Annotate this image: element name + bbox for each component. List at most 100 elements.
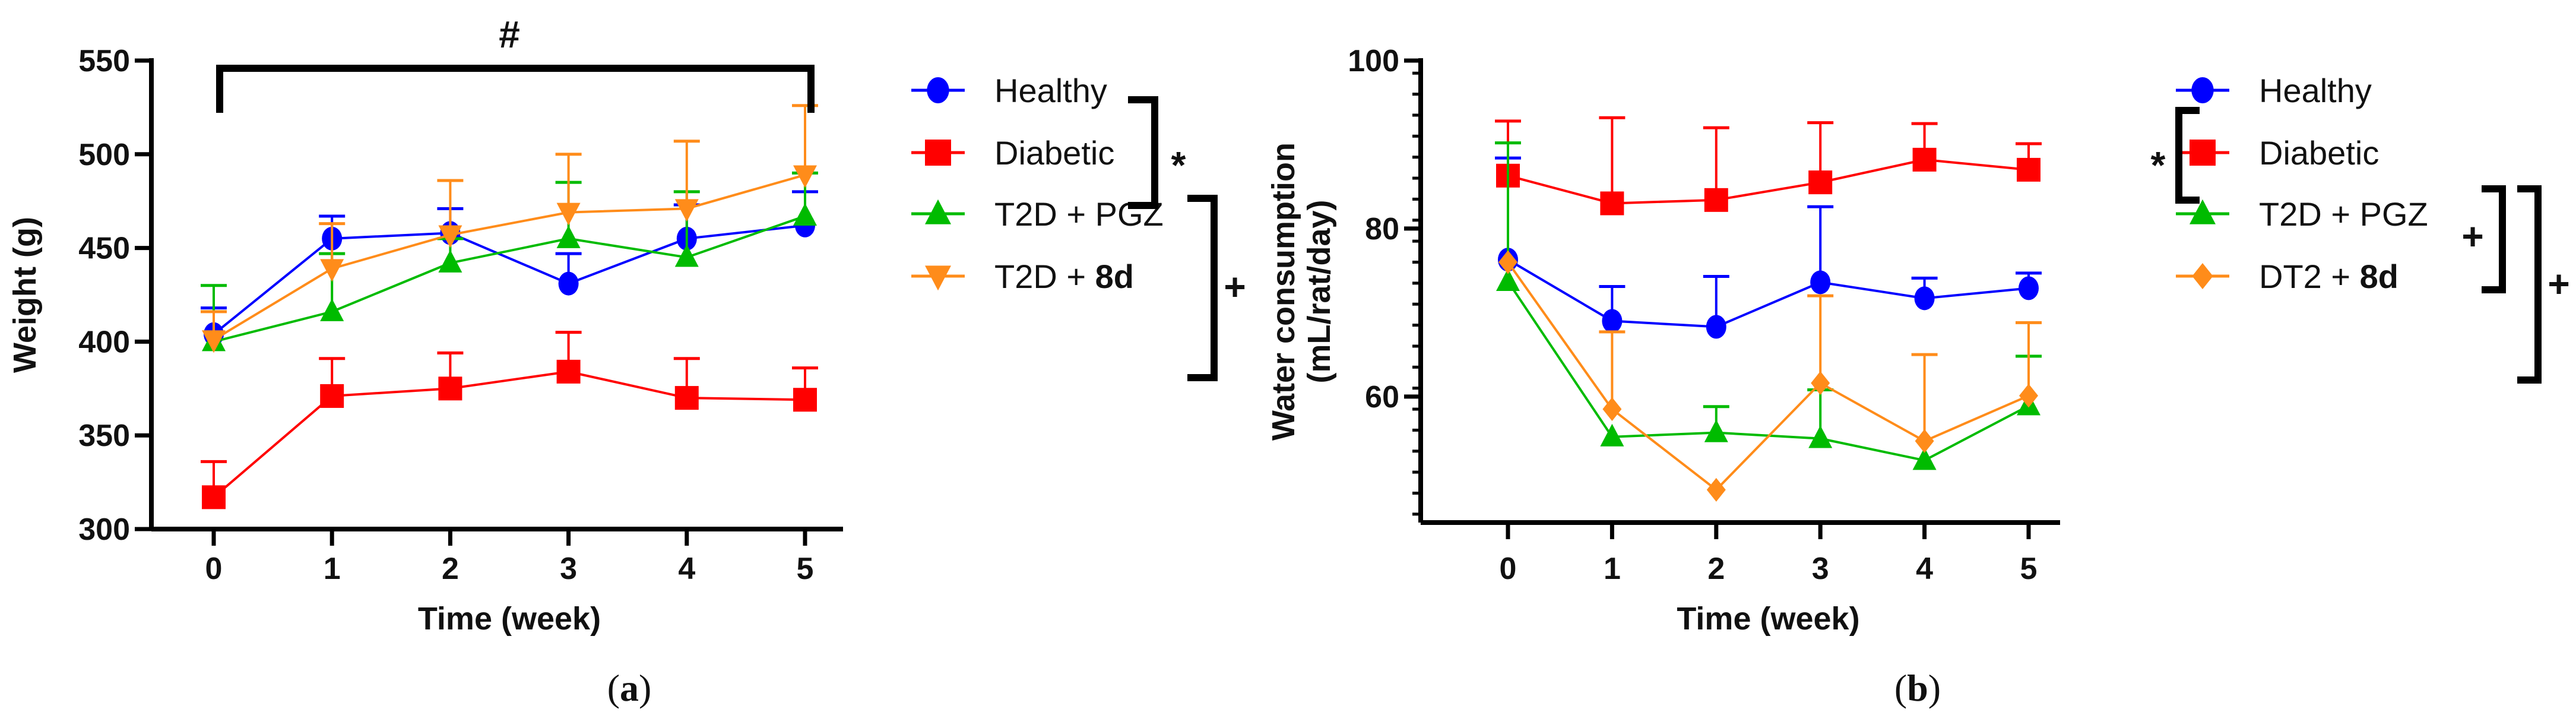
data-point bbox=[1808, 425, 1833, 448]
legend-item: Healthy bbox=[911, 72, 1107, 109]
diamond-marker bbox=[2192, 263, 2213, 289]
panel-letter: a bbox=[620, 667, 639, 709]
data-point bbox=[438, 376, 462, 401]
data-point bbox=[556, 359, 581, 384]
series-dt2-8d bbox=[1498, 250, 2042, 502]
x-tick-label: 0 bbox=[1500, 552, 1517, 586]
series-line bbox=[213, 370, 806, 498]
square-marker bbox=[2190, 140, 2216, 166]
y-axis-label: Weight (g) bbox=[7, 217, 43, 373]
data-point bbox=[1600, 191, 1624, 216]
triangle-down-marker bbox=[925, 265, 951, 291]
legend-label: T2D + PGZ bbox=[2259, 195, 2428, 233]
x-tick-label: 1 bbox=[1604, 552, 1621, 586]
data-point bbox=[558, 271, 579, 296]
data-point bbox=[1602, 397, 1622, 422]
series-t2d-8d bbox=[201, 104, 818, 353]
legend-item: T2D + PGZ bbox=[911, 195, 1164, 233]
legend-label: Healthy bbox=[994, 72, 1107, 109]
data-point bbox=[674, 199, 699, 222]
x-tick-label: 5 bbox=[797, 552, 814, 586]
x-tick-label: 0 bbox=[205, 552, 223, 586]
legend-item: T2D + PGZ bbox=[2176, 195, 2428, 233]
data-point bbox=[202, 485, 226, 509]
triangle-up-marker bbox=[2190, 199, 2216, 224]
x-tick-label: 4 bbox=[678, 552, 695, 586]
data-point bbox=[556, 202, 581, 226]
data-point bbox=[1915, 429, 1934, 453]
significance-bracket bbox=[1187, 195, 1218, 381]
square-marker bbox=[925, 140, 951, 166]
data-point bbox=[1912, 147, 1937, 172]
data-point bbox=[438, 249, 462, 273]
data-point bbox=[1498, 250, 1517, 274]
data-point bbox=[674, 244, 699, 267]
series-diabetic bbox=[201, 331, 818, 509]
panel-paren: ( bbox=[1894, 667, 1907, 709]
significance-bracket bbox=[2175, 107, 2200, 204]
legend-item: Healthy bbox=[2176, 72, 2372, 109]
significance-star: * bbox=[1171, 144, 1186, 186]
legend-item: Diabetic bbox=[911, 134, 1114, 172]
y-axis-label-units: (mL/rat/day) bbox=[1301, 200, 1337, 383]
data-point bbox=[1810, 270, 1831, 295]
series-diabetic bbox=[1495, 116, 2042, 216]
y-tick-label: 350 bbox=[78, 419, 130, 453]
x-tick-label: 2 bbox=[442, 552, 459, 586]
significance-hash: # bbox=[499, 13, 520, 56]
significance-star: * bbox=[2151, 144, 2166, 186]
data-point bbox=[320, 259, 344, 282]
panel-label: (b) bbox=[1894, 667, 1941, 709]
y-tick-label: 550 bbox=[78, 44, 130, 78]
data-point bbox=[1602, 309, 1623, 333]
y-tick-label: 300 bbox=[78, 512, 130, 547]
data-point bbox=[1706, 477, 1726, 502]
x-tick-label: 4 bbox=[1916, 552, 1933, 586]
series-line bbox=[213, 224, 806, 335]
legend-label: Diabetic bbox=[994, 134, 1114, 172]
y-tick-label: 400 bbox=[78, 325, 130, 359]
panel-label: (a) bbox=[607, 667, 652, 709]
data-point bbox=[1704, 188, 1728, 212]
data-point bbox=[2019, 384, 2038, 408]
data-point bbox=[793, 202, 817, 226]
data-point bbox=[2019, 276, 2039, 300]
significance-bracket bbox=[2482, 185, 2506, 293]
legend-item: Diabetic bbox=[2176, 134, 2379, 172]
legend-label: Diabetic bbox=[2259, 134, 2379, 172]
panel-paren: ) bbox=[1928, 667, 1941, 709]
x-tick-label: 5 bbox=[2020, 552, 2038, 586]
panel-letter: b bbox=[1907, 667, 1928, 709]
data-point bbox=[1706, 315, 1726, 339]
significance-bracket bbox=[2517, 185, 2542, 384]
data-point bbox=[793, 165, 817, 188]
data-point bbox=[1912, 447, 1937, 470]
data-point bbox=[438, 225, 462, 248]
x-tick-label: 3 bbox=[560, 552, 577, 586]
x-tick-label: 1 bbox=[324, 552, 341, 586]
y-tick-label: 60 bbox=[1365, 380, 1399, 414]
y-tick-label: 500 bbox=[78, 138, 130, 172]
chart-panel-a: 300 350 400 450 500 550 0 1 2 3 4 5 Time (week) Weigh… bbox=[7, 13, 1246, 709]
series-healthy bbox=[201, 190, 818, 346]
significance-plus: + bbox=[2461, 215, 2483, 258]
data-point bbox=[1704, 419, 1728, 442]
y-axis-label: Water consumption bbox=[1266, 143, 1301, 441]
panel-paren: ) bbox=[639, 667, 651, 709]
chart-panel-b: 60 80 100 0 1 2 3 4 5 Time (week) Water consumptio… bbox=[1266, 44, 2570, 709]
series-line bbox=[213, 215, 806, 343]
data-point bbox=[202, 330, 226, 353]
data-point bbox=[1808, 170, 1833, 195]
x-tick-label: 3 bbox=[1812, 552, 1829, 586]
legend-item: DT2 + 8d bbox=[2176, 258, 2398, 295]
y-tick-label: 100 bbox=[1348, 44, 1399, 78]
significance-plus: + bbox=[2548, 262, 2569, 305]
y-tick-label: 80 bbox=[1365, 212, 1399, 246]
series-line bbox=[1507, 158, 2029, 205]
data-point bbox=[556, 225, 581, 248]
data-point bbox=[793, 388, 817, 412]
data-point bbox=[320, 384, 344, 408]
series-line bbox=[1507, 258, 2029, 328]
y-tick-label: 450 bbox=[78, 232, 130, 266]
